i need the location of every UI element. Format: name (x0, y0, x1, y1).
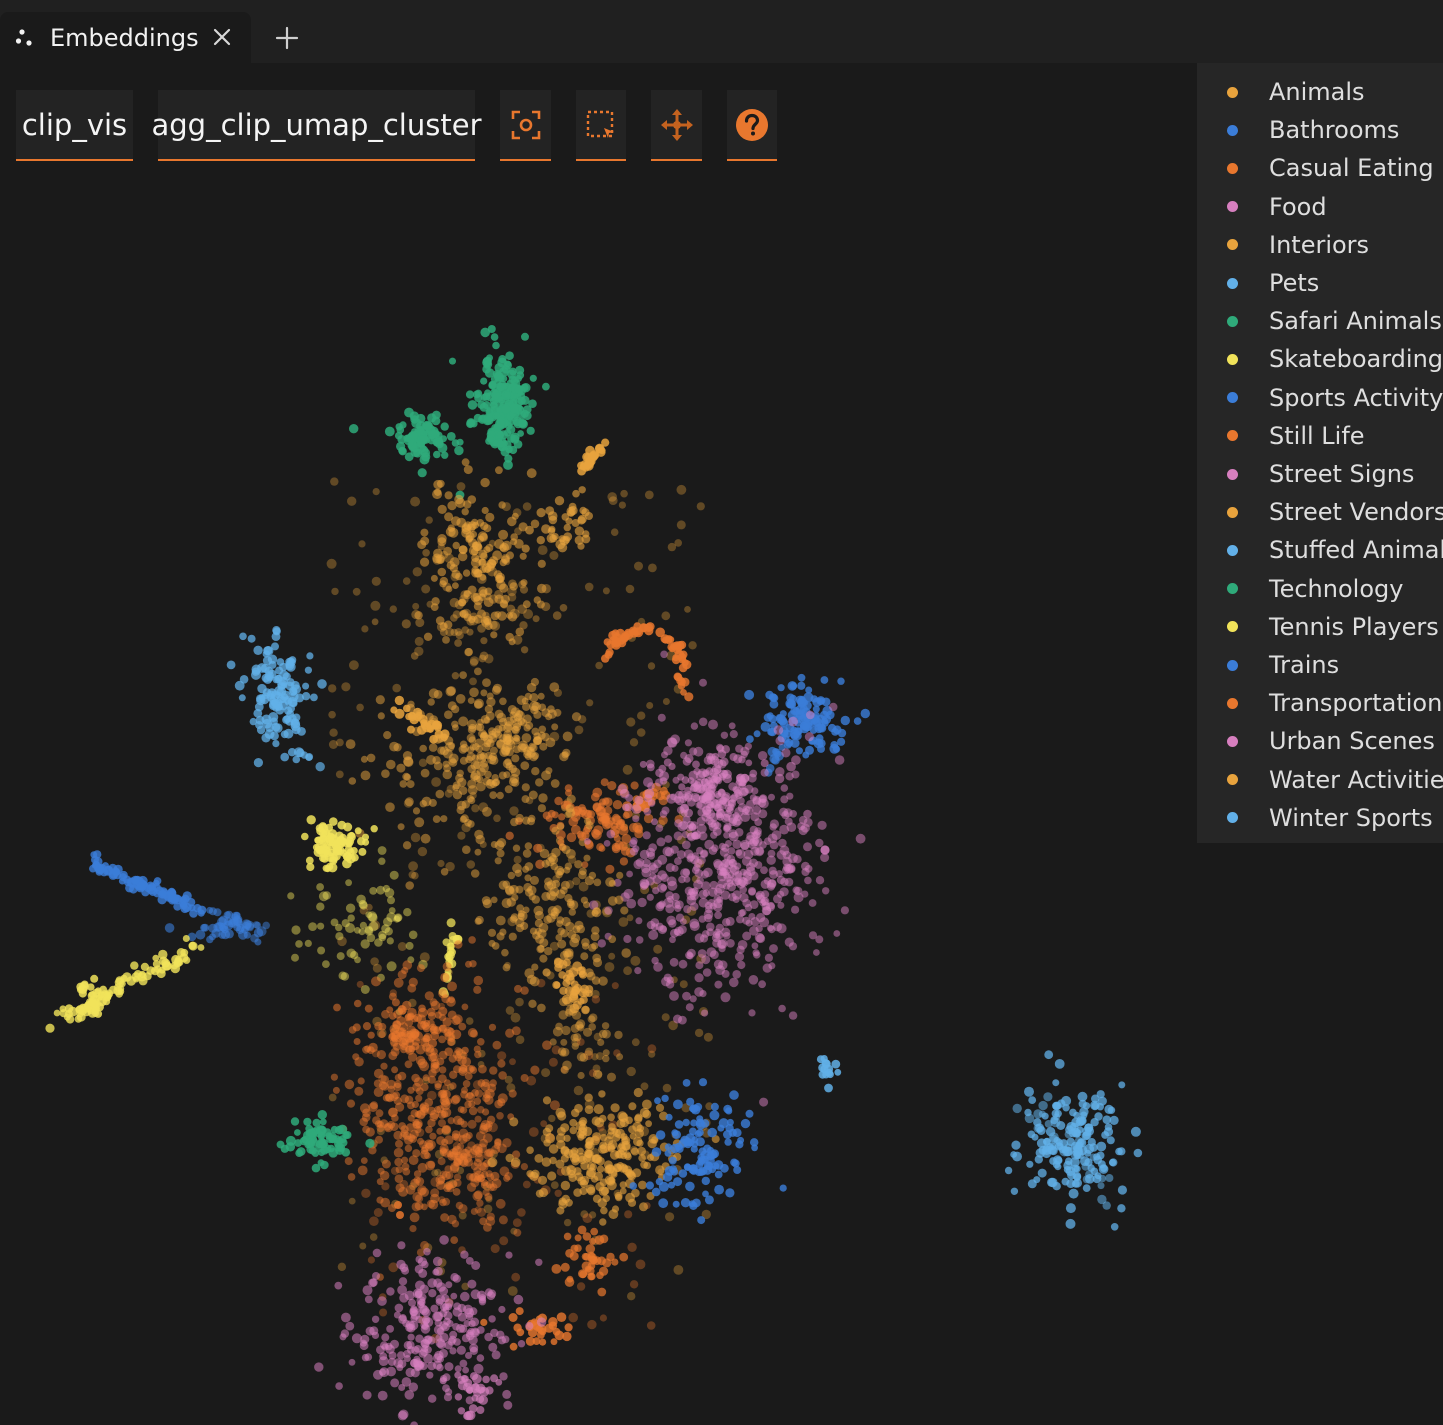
reset-zoom-button[interactable] (500, 90, 551, 161)
legend-color-dot (1227, 621, 1238, 633)
legend-item[interactable]: Pets (1197, 264, 1443, 302)
legend-item[interactable]: Safari Animals (1197, 302, 1443, 340)
legend-item[interactable]: Sports Activity (1197, 379, 1443, 417)
legend-item[interactable]: Urban Scenes (1197, 722, 1443, 760)
legend-color-dot (1227, 315, 1238, 327)
move-icon (660, 108, 693, 141)
legend-color-dot (1227, 162, 1238, 174)
legend-item[interactable]: Bathrooms (1197, 111, 1443, 149)
close-icon[interactable] (210, 25, 234, 49)
embeddings-panel: clip_vis agg_clip_umap_cluster Animals Ba… (0, 63, 1443, 1425)
legend-panel: Animals Bathrooms Casual Eating Food Interio… (1197, 63, 1443, 843)
legend-color-dot (1227, 239, 1238, 251)
legend-label: Stuffed Animals (1269, 536, 1443, 565)
legend-color-dot (1227, 430, 1238, 442)
legend-color-dot (1227, 353, 1238, 365)
legend-item[interactable]: Transportation (1197, 684, 1443, 722)
legend-color-dot (1227, 468, 1238, 480)
legend-item[interactable]: Trains (1197, 646, 1443, 684)
lasso-select-button[interactable] (576, 90, 626, 161)
brain-key-select[interactable]: clip_vis (16, 90, 133, 161)
legend-item[interactable]: Tennis Players (1197, 608, 1443, 646)
legend-label: Pets (1269, 269, 1320, 297)
legend-color-dot (1227, 812, 1238, 824)
legend-item[interactable]: Casual Eating (1197, 149, 1443, 187)
legend-item[interactable]: Still Life (1197, 417, 1443, 455)
legend-color-dot (1227, 506, 1238, 518)
new-tab-button[interactable] (274, 25, 300, 51)
legend-color-dot (1227, 86, 1238, 98)
embeddings-icon (14, 27, 36, 49)
legend-color-dot (1227, 697, 1238, 709)
legend-item[interactable]: Water Activities (1197, 761, 1443, 799)
legend-label: Interiors (1269, 230, 1370, 259)
pan-button[interactable] (651, 90, 702, 161)
legend-label: Street Signs (1269, 460, 1415, 488)
embeddings-scatter-plot[interactable] (0, 63, 1443, 1425)
legend-color-dot (1227, 735, 1238, 747)
legend-label: Animals (1269, 78, 1365, 106)
legend-item[interactable]: Winter Sports (1197, 799, 1443, 837)
legend-color-dot (1227, 774, 1238, 786)
legend-item[interactable]: Technology (1197, 570, 1443, 608)
legend-label: Transportation (1269, 689, 1443, 718)
legend-item[interactable]: Animals (1197, 73, 1443, 111)
legend-item[interactable]: Interiors (1197, 226, 1443, 264)
legend-color-dot (1227, 659, 1238, 671)
help-button[interactable] (727, 90, 777, 161)
legend-label: Water Activities (1269, 765, 1443, 794)
selection-icon (586, 110, 614, 138)
legend-color-dot (1227, 201, 1238, 213)
legend-label: Tennis Players (1269, 612, 1439, 641)
legend-item[interactable]: Street Vendors (1197, 493, 1443, 531)
legend-color-dot (1227, 544, 1238, 556)
focus-icon (511, 110, 540, 139)
legend-label: Trains (1269, 651, 1340, 679)
legend-color-dot (1227, 277, 1238, 289)
brain-key-label: clip_vis (21, 107, 128, 142)
tab-title: Embeddings (50, 23, 199, 52)
tab-bar: Embeddings (0, 0, 1443, 63)
legend-item[interactable]: Skateboarding (1197, 340, 1443, 378)
legend-color-dot (1227, 583, 1238, 595)
legend-label: Food (1269, 192, 1327, 221)
legend-label: Still Life (1269, 421, 1365, 450)
color-by-select[interactable]: agg_clip_umap_cluster (152, 90, 482, 161)
legend-item[interactable]: Stuffed Animals (1197, 531, 1443, 569)
legend-label: Winter Sports (1269, 803, 1433, 832)
legend-label: Skateboarding (1269, 345, 1443, 374)
legend-label: Casual Eating (1269, 154, 1434, 183)
help-icon (736, 108, 768, 141)
legend-item[interactable]: Street Signs (1197, 455, 1443, 493)
legend-label: Technology (1269, 574, 1404, 603)
legend-label: Sports Activity (1269, 383, 1443, 412)
tab-embeddings[interactable]: Embeddings (0, 12, 251, 63)
legend-color-dot (1227, 392, 1238, 404)
legend-label: Street Vendors (1269, 498, 1443, 527)
legend-color-dot (1227, 124, 1238, 136)
legend-label: Urban Scenes (1269, 727, 1435, 756)
legend-label: Safari Animals (1269, 307, 1442, 336)
legend-item[interactable]: Food (1197, 188, 1443, 226)
legend-label: Bathrooms (1269, 116, 1400, 145)
color-by-label: agg_clip_umap_cluster (151, 107, 482, 142)
plus-icon (275, 26, 299, 50)
